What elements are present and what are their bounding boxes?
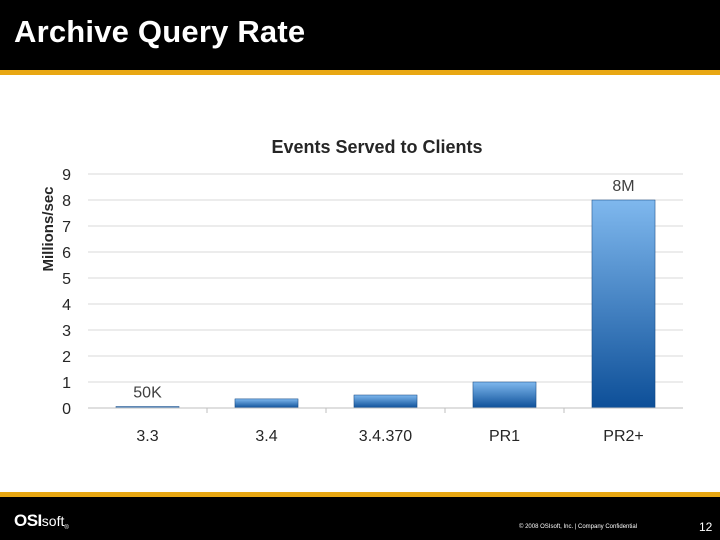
x-tick-label: 3.4 <box>255 428 277 445</box>
y-tick-label: 1 <box>62 375 71 392</box>
slide-header: Archive Query Rate <box>0 0 720 70</box>
data-label: 50K <box>133 385 162 402</box>
y-tick-label: 0 <box>62 401 71 418</box>
copyright-text: © 2008 OSIsoft, Inc. | Company Confident… <box>519 524 638 530</box>
logo-registered-mark: ® <box>64 525 69 531</box>
y-tick-label: 6 <box>62 245 71 262</box>
y-tick-label: 5 <box>62 271 71 288</box>
y-tick-label: 8 <box>62 193 71 210</box>
page-number: 12 <box>699 520 713 534</box>
bar <box>472 381 537 409</box>
y-tick-label: 9 <box>62 167 71 184</box>
bars <box>115 199 656 409</box>
data-labels: 50K 8M <box>133 178 634 402</box>
bar <box>234 398 299 409</box>
x-tick-label: 3.3 <box>136 428 158 445</box>
bar <box>353 394 418 409</box>
x-tick-label: 3.4.370 <box>359 428 412 445</box>
footer-accent-rule <box>0 492 720 497</box>
x-tick-label: PR2+ <box>603 428 643 445</box>
y-tick-label: 7 <box>62 219 71 236</box>
y-tick-label: 3 <box>62 323 71 340</box>
logo-strong-text: OSI <box>14 511 42 530</box>
x-axis-ticks: 3.3 3.4 3.4.370 PR1 PR2+ <box>136 408 644 445</box>
x-tick-label: PR1 <box>489 428 520 445</box>
gridlines <box>88 173 683 383</box>
y-axis-ticks: 0 1 2 3 4 5 6 7 8 9 <box>62 167 71 418</box>
slide-title: Archive Query Rate <box>14 14 306 49</box>
header-accent-rule <box>0 70 720 75</box>
osisoft-logo: OSIsoft® <box>14 511 69 531</box>
y-tick-label: 2 <box>62 349 71 366</box>
y-axis-label: Millions/sec <box>40 186 57 271</box>
data-label: 8M <box>612 178 634 195</box>
logo-light-text: soft <box>41 513 65 529</box>
chart-title: Events Served to Clients <box>271 137 482 157</box>
slide-footer: OSIsoft® © 2008 OSIsoft, Inc. | Company … <box>0 497 720 540</box>
bar-chart: Events Served to Clients Millions/sec 0 1… <box>40 137 683 445</box>
y-tick-label: 4 <box>62 297 71 314</box>
bar <box>591 199 656 409</box>
